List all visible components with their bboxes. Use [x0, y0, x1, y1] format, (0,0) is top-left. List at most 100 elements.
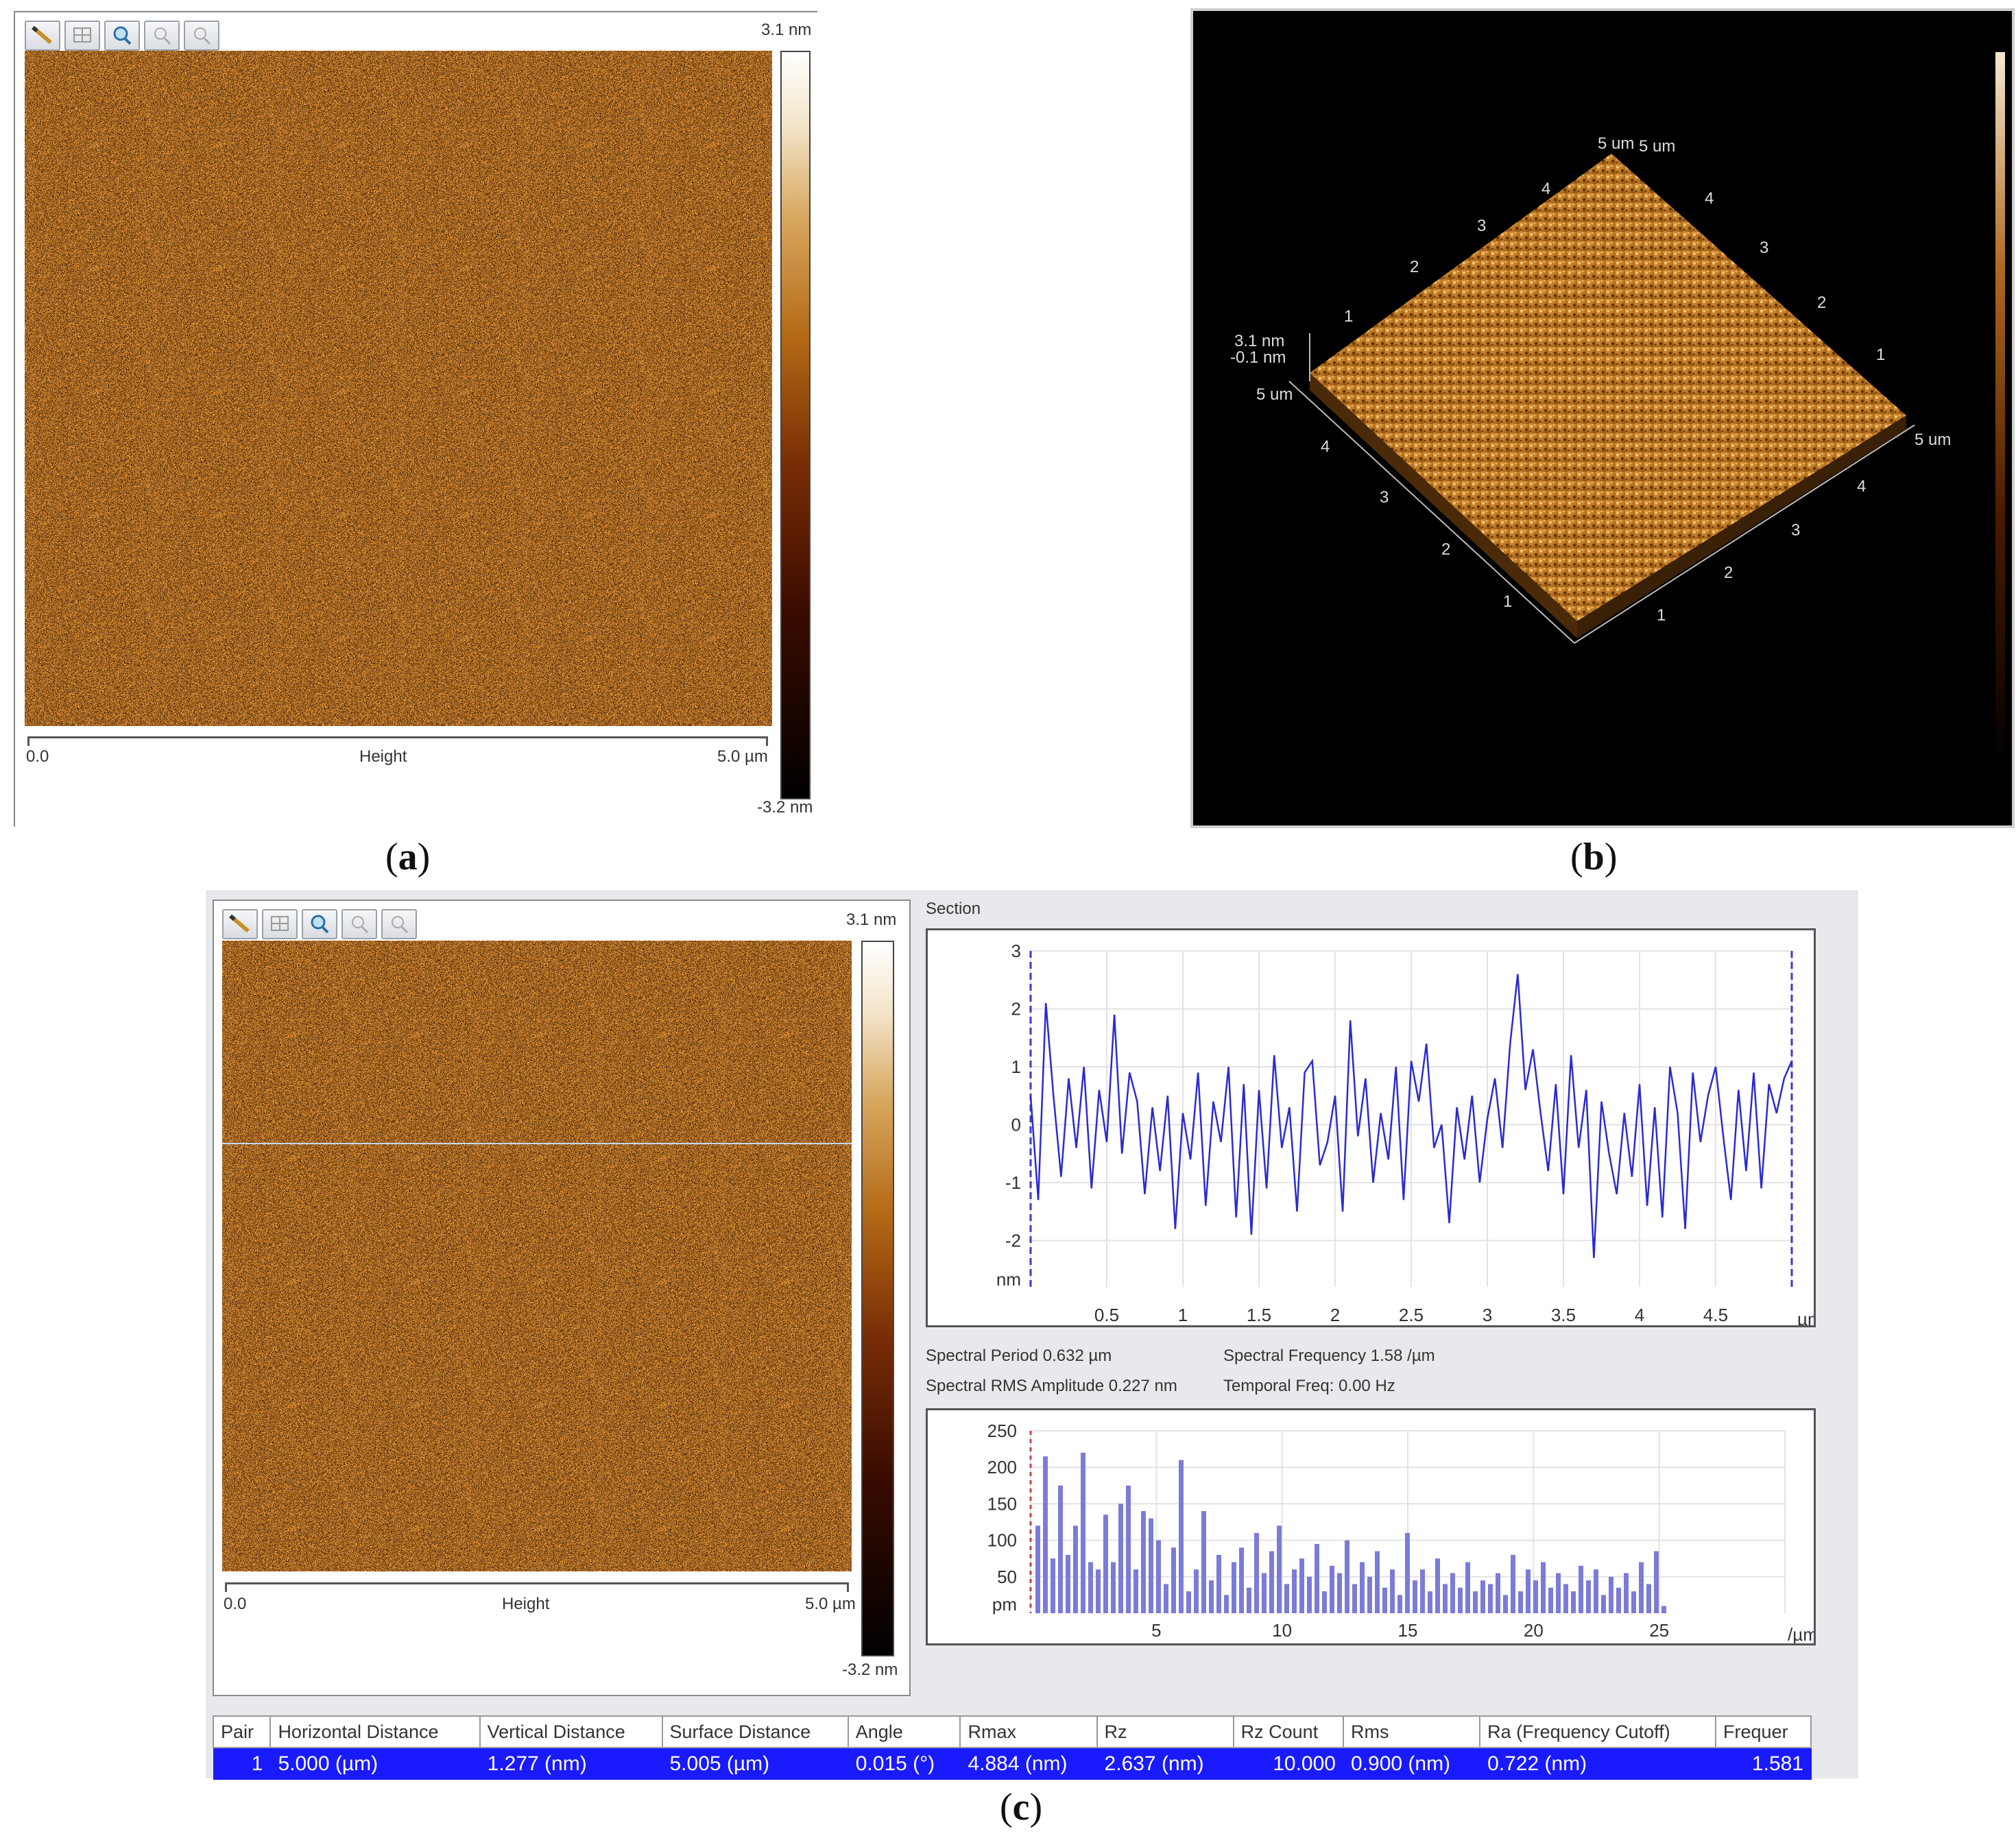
scale-min-label: -3.2 nm [757, 798, 813, 817]
table-header-cell[interactable]: Ra (Frequency Cutoff) [1479, 1715, 1717, 1748]
x-axis-line [225, 1582, 849, 1584]
tick-bl-3: 3 [1380, 488, 1389, 507]
section-line[interactable] [222, 1143, 852, 1144]
table-cell: 4.884 (nm) [960, 1748, 1098, 1780]
spectrum-bar [1156, 1540, 1161, 1613]
table-header-cell[interactable]: Surface Distance [661, 1715, 849, 1748]
height-colorbar [861, 941, 894, 1656]
tick-br-2: 2 [1724, 564, 1733, 582]
tick-tr-2: 2 [1817, 293, 1827, 312]
y-tick-label: -2 [1005, 1230, 1021, 1251]
y-tick-label: 1 [1011, 1057, 1021, 1077]
spectrum-bar [1488, 1584, 1493, 1613]
table-header-cell[interactable]: Rz [1096, 1715, 1234, 1748]
zoom-reset-icon[interactable] [184, 21, 219, 51]
afm-height-image-a[interactable] [25, 51, 772, 726]
axis-front-right [1574, 424, 1915, 644]
spectrum-bar [1179, 1460, 1184, 1613]
axis-end-label: 5.0 µm [717, 747, 768, 766]
spectrum-bar [1216, 1554, 1221, 1613]
table-header-cell[interactable]: Angle [847, 1715, 961, 1748]
zoom-reset-icon[interactable] [381, 909, 417, 939]
section-title: Section [926, 900, 981, 918]
spectrum-bar [1292, 1569, 1297, 1613]
height-colorbar [780, 51, 811, 799]
height-top-label: 3.1 nm [1234, 332, 1285, 350]
profile-series-line [1029, 974, 1793, 1258]
table-header-cell[interactable]: Pair [212, 1715, 272, 1748]
tick-br-1: 1 [1657, 606, 1666, 625]
x-axis-tick-left [27, 736, 29, 746]
spectral-frequency: Spectral Frequency 1.58 /µm [1223, 1347, 1435, 1365]
axis-end-label: 5.0 µm [805, 1595, 856, 1613]
surface-3d-side-left [1310, 373, 1577, 638]
spectrum-bar [1465, 1562, 1470, 1613]
grid-icon[interactable] [262, 909, 298, 939]
spectrum-bar [1164, 1584, 1168, 1613]
spectrum-bar [1413, 1580, 1417, 1613]
axis-right-label: 5 um [1915, 431, 1952, 449]
spectrum-bar [1435, 1558, 1440, 1613]
table-header-cell[interactable]: Frequer [1715, 1715, 1812, 1748]
spectrum-bar [1330, 1565, 1334, 1613]
zoom-out-icon[interactable] [144, 21, 180, 51]
afm-height-image-c[interactable] [222, 941, 852, 1571]
axis-top-right-label: 5 um [1639, 137, 1676, 156]
spectrum-bar [1133, 1569, 1138, 1613]
table-cell: 2.637 (nm) [1096, 1748, 1234, 1780]
table-header-cell[interactable]: Rmax [959, 1715, 1098, 1748]
table-header-row: Pair Horizontal Distance Vertical Distance… [212, 1715, 1812, 1748]
caption-c: (c) [1000, 1786, 1043, 1828]
table-header-cell[interactable]: Rz Count [1232, 1715, 1344, 1748]
pencil-icon[interactable] [25, 21, 60, 51]
tick-tl-4: 4 [1541, 180, 1551, 198]
table-cell: 5.005 (µm) [662, 1748, 849, 1780]
axis-start-label: 0.0 [26, 747, 49, 766]
spectrum-bar [1118, 1504, 1123, 1613]
y-tick-label: 150 [987, 1493, 1017, 1514]
colorbar-3d [1995, 52, 2005, 765]
table-cell: 1.581 [1716, 1748, 1812, 1780]
spectrum-bar [1541, 1562, 1546, 1613]
spectrum-bar [1254, 1532, 1259, 1613]
spectrum-bar [1194, 1569, 1199, 1613]
table-header-cell[interactable]: Vertical Distance [479, 1715, 663, 1748]
spectrum-bar [1209, 1580, 1214, 1613]
spectrum-chart[interactable]: 250 200 150 100 50 5 10 15 20 25 pm/µm [926, 1408, 1816, 1645]
spectrum-bar [1307, 1576, 1312, 1613]
zoom-out-icon[interactable] [341, 909, 377, 939]
y-tick-label: 200 [987, 1457, 1017, 1477]
y-tick-label: 100 [987, 1530, 1017, 1551]
spectrum-bar [1058, 1485, 1063, 1613]
section-profile-chart[interactable]: 3 2 1 0 -1 -2 0.5 1 1.5 2 2.5 3 3.5 4 4.5 nm µm [926, 928, 1816, 1327]
table-header-cell[interactable]: Rms [1342, 1715, 1481, 1748]
zoom-in-icon[interactable] [302, 909, 337, 939]
spectrum-bar [1480, 1580, 1485, 1613]
y-tick-label: -1 [1005, 1172, 1021, 1193]
x-axis-label: µm [1797, 1309, 1814, 1325]
tick-tr-4: 4 [1705, 189, 1714, 208]
table-cell: 0.015 (°) [848, 1748, 961, 1780]
x-tick-label: 15 [1398, 1620, 1418, 1641]
spectrum-bar [1224, 1595, 1229, 1613]
afm-3d-view[interactable] [1193, 11, 2012, 825]
spectrum-bar [1450, 1573, 1455, 1613]
spectrum-bar [1639, 1562, 1644, 1613]
spectrum-bar [1586, 1580, 1591, 1613]
spectrum-bar [1277, 1525, 1282, 1613]
spectrum-bar [1473, 1591, 1478, 1613]
table-row[interactable]: 1 5.000 (µm) 1.277 (nm) 5.005 (µm) 0.015 (°)… [213, 1748, 1812, 1780]
spectrum-bar [1616, 1587, 1621, 1613]
spectrum-bar [1631, 1591, 1636, 1613]
zoom-in-icon[interactable] [104, 21, 140, 51]
grid-icon[interactable] [64, 21, 100, 51]
table-header-cell[interactable]: Horizontal Distance [269, 1715, 481, 1748]
pencil-icon[interactable] [222, 909, 258, 939]
spectrum-bar [1051, 1558, 1055, 1613]
spectrum-bar [1503, 1595, 1508, 1613]
x-tick-label: 3.5 [1551, 1305, 1576, 1325]
scale-min-label: -3.2 nm [842, 1661, 898, 1679]
spectrum-bar [1601, 1595, 1606, 1613]
table-cell: 0.722 (nm) [1480, 1748, 1717, 1780]
measurement-table: Pair Horizontal Distance Vertical Distance… [212, 1715, 1812, 1780]
